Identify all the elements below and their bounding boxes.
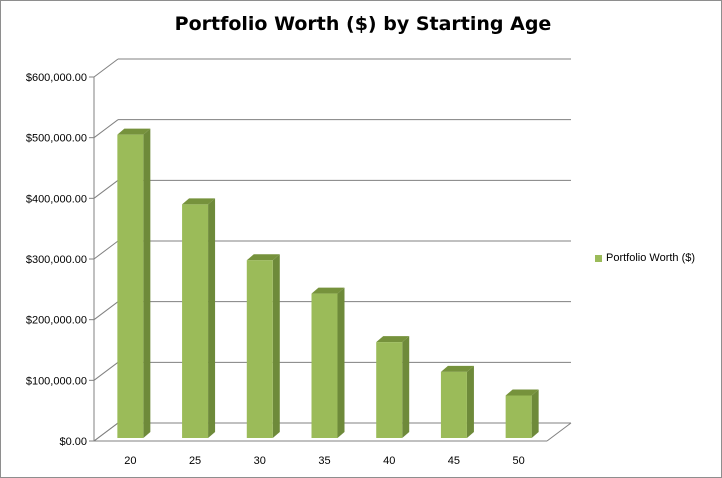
x-tick-label: 30 bbox=[254, 455, 266, 467]
bar bbox=[440, 371, 467, 438]
y-tick-label: $300,000.00 bbox=[26, 254, 87, 266]
bar-top bbox=[182, 198, 216, 205]
bar bbox=[117, 134, 144, 438]
x-tick-label: 25 bbox=[189, 455, 201, 467]
gridline-diagonal bbox=[93, 58, 119, 78]
y-tick-label: $400,000.00 bbox=[26, 193, 87, 205]
legend: Portfolio Worth ($) bbox=[595, 252, 695, 264]
x-tick-label: 50 bbox=[513, 455, 525, 467]
bar-top bbox=[440, 365, 474, 372]
gridline-diagonal bbox=[93, 119, 119, 139]
legend-swatch bbox=[595, 254, 602, 262]
gridline-diagonal bbox=[93, 240, 119, 260]
bar-side bbox=[272, 254, 280, 438]
bar bbox=[246, 260, 273, 438]
bar-side bbox=[466, 365, 474, 438]
gridline-diagonal bbox=[93, 422, 119, 442]
bar-side bbox=[143, 128, 151, 438]
bar-top bbox=[505, 389, 539, 396]
x-tick-label: 35 bbox=[318, 455, 330, 467]
bar-side bbox=[208, 198, 216, 438]
chart-title: Portfolio Worth ($) by Starting Age bbox=[174, 13, 552, 35]
floor-edge-right bbox=[546, 422, 572, 442]
gridline-diagonal bbox=[93, 361, 119, 381]
bar-side bbox=[337, 287, 345, 438]
x-tick-label: 20 bbox=[124, 455, 136, 467]
bar-top bbox=[246, 254, 280, 261]
bar-top bbox=[117, 128, 151, 135]
legend-label: Portfolio Worth ($) bbox=[606, 252, 696, 264]
y-tick-label: $0.00 bbox=[59, 436, 87, 448]
bar-side bbox=[531, 389, 539, 438]
bar-top bbox=[311, 287, 345, 294]
bar bbox=[311, 293, 338, 438]
gridline-diagonal bbox=[93, 179, 119, 199]
y-tick-label: $500,000.00 bbox=[26, 133, 87, 145]
y-tick-label: $600,000.00 bbox=[26, 72, 87, 84]
bar-top bbox=[376, 336, 410, 343]
x-tick-label: 40 bbox=[383, 455, 395, 467]
bar bbox=[376, 342, 403, 438]
bar bbox=[505, 395, 532, 438]
y-tick-label: $200,000.00 bbox=[26, 315, 87, 327]
x-tick-label: 45 bbox=[448, 455, 460, 467]
y-tick-label: $100,000.00 bbox=[26, 375, 87, 387]
gridline-diagonal bbox=[93, 301, 119, 321]
bar bbox=[182, 204, 209, 438]
bar-side bbox=[402, 336, 410, 438]
